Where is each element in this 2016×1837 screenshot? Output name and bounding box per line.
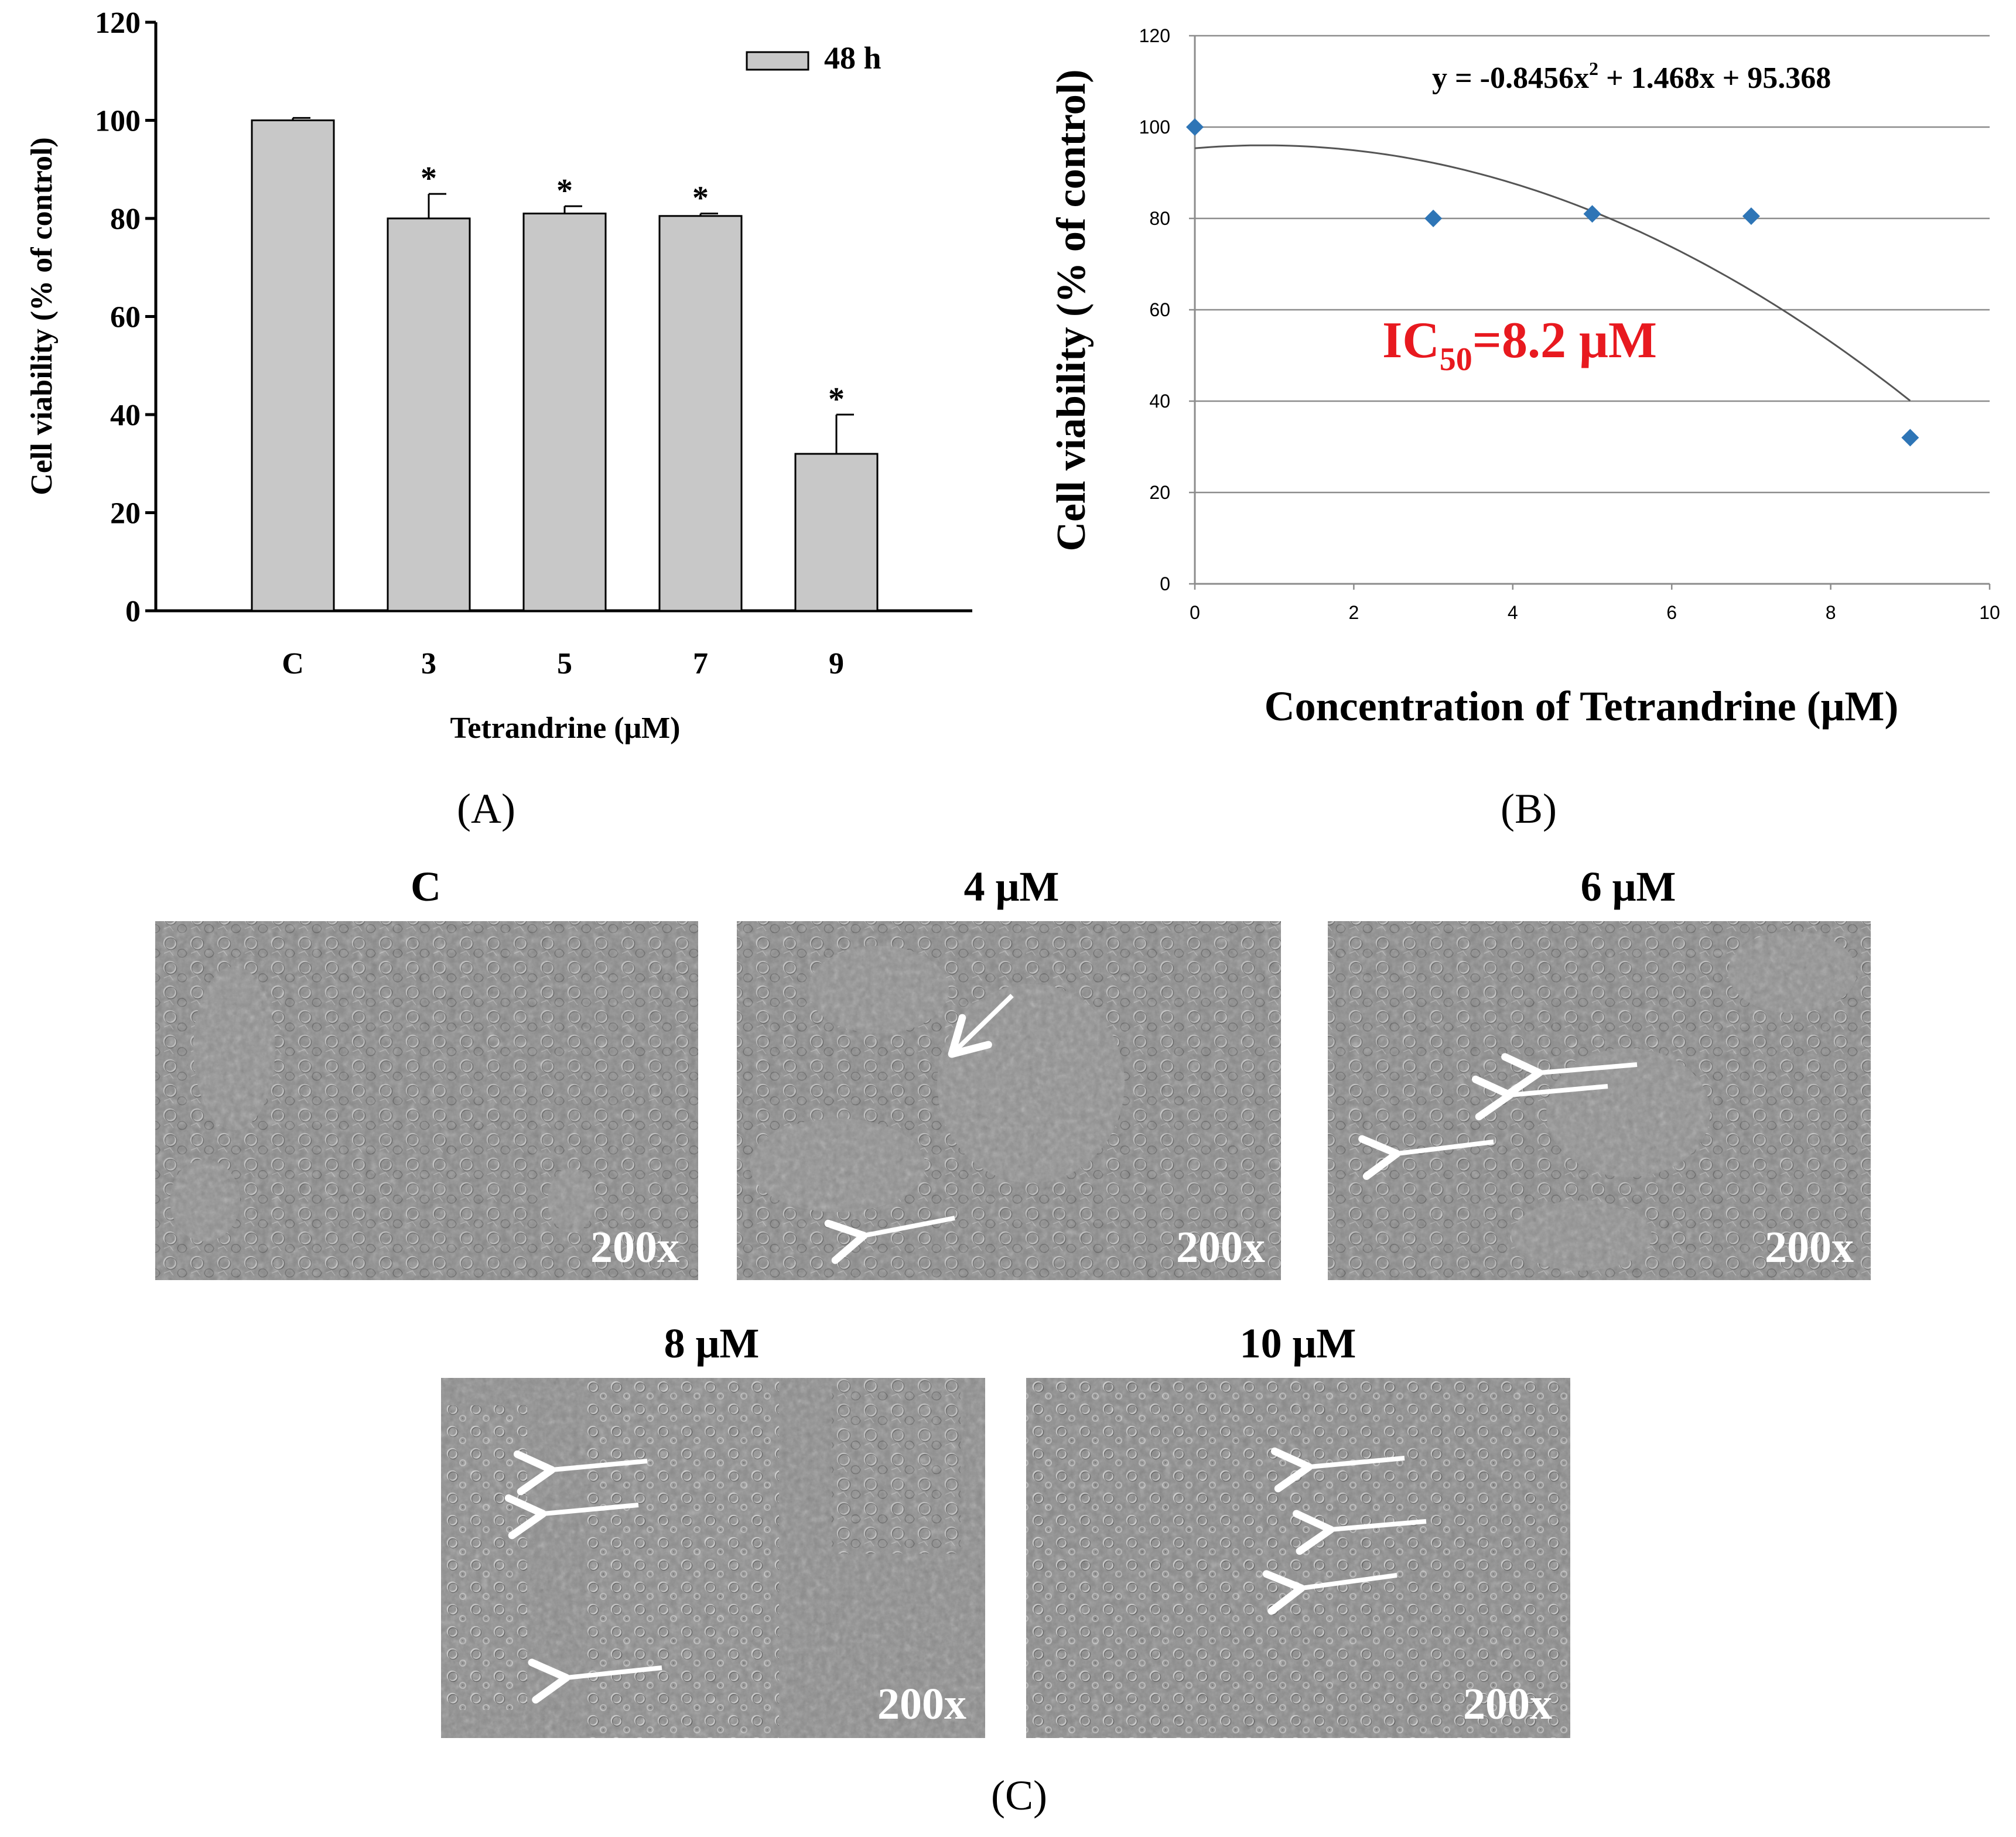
- arrow-icon: [1358, 1135, 1494, 1180]
- panel-a-legend-label: 48 h: [824, 40, 881, 76]
- panel-a-x-tick-label: 3: [421, 647, 436, 680]
- panel-a-bar: [794, 453, 879, 612]
- micrograph-title: 8 μM: [664, 1320, 760, 1367]
- panel-a-bar: [387, 217, 471, 612]
- arrow-icon: [824, 1216, 955, 1264]
- micrograph-8um: 8 μM 200x: [441, 1320, 985, 1738]
- panel-b-scatter-chart: 0 20 40 60 80 100 120 0 2 4 6 8 10 y = -0.8456x2 + 1…: [1049, 25, 2000, 832]
- panel-a-significance-mark: *: [828, 381, 845, 418]
- micrograph-title: 4 μM: [964, 863, 1060, 910]
- panel-a-bar-chart: 0 20 40 60 80 100 120 * * * * C 3 5 7 9 Cell viabilit…: [25, 6, 972, 832]
- magnification-label: 200x: [1176, 1223, 1265, 1272]
- panel-a-y-tick-label: 120: [95, 6, 141, 40]
- micrograph-4um: 4 μM 200x: [737, 863, 1281, 1280]
- panel-a-x-tick-label: 9: [829, 647, 844, 680]
- panel-a-y-tick-label: 60: [110, 301, 141, 334]
- panel-b-data-point: [1742, 207, 1760, 225]
- panel-a-bar: [522, 213, 607, 612]
- panel-b-x-tick-label: 0: [1190, 602, 1200, 623]
- panel-b-x-axis-title: Concentration of Tetrandrine (μM): [1265, 683, 1899, 730]
- panel-a-y-tick-label: 0: [125, 595, 141, 628]
- panel-b-y-tick-label: 20: [1149, 482, 1170, 503]
- micrograph-texture: [1026, 1378, 1570, 1738]
- panel-a-label: (A): [457, 785, 515, 832]
- panel-a-legend-swatch: [746, 51, 809, 71]
- panel-a-y-tick-label: 80: [110, 203, 141, 236]
- arrow-icon: [504, 1494, 639, 1540]
- panel-b-y-tick-label: 120: [1139, 25, 1170, 46]
- micrograph-title: 6 μM: [1581, 863, 1676, 910]
- magnification-label: 200x: [877, 1679, 966, 1729]
- micrograph-title: C: [411, 863, 441, 910]
- panel-b-ic50-annotation: IC50=8.2 μM: [1382, 312, 1657, 378]
- panel-b-x-tick-label: 10: [1979, 602, 2000, 623]
- panel-b-x-tick-label: 6: [1666, 602, 1677, 623]
- panel-a-x-tick-label: C: [282, 647, 304, 680]
- panel-a-significance-mark: *: [556, 173, 573, 209]
- panel-b-y-tick-label: 100: [1139, 117, 1170, 138]
- panel-b-data-point: [1583, 205, 1601, 223]
- panel-b-label: (B): [1501, 785, 1557, 832]
- panel-b-y-tick-label: 0: [1160, 573, 1170, 594]
- arrow-icon: [1293, 1510, 1427, 1555]
- arrow-icon: [513, 1450, 648, 1496]
- arrow-icon: [1501, 1053, 1638, 1098]
- micrograph-6um: 6 μM 200x: [1328, 863, 1871, 1280]
- panel-b-data-point: [1901, 429, 1919, 447]
- magnification-label: 200x: [590, 1223, 679, 1272]
- panel-a-significance-mark: *: [421, 160, 437, 197]
- arrow-icon: [1471, 1075, 1608, 1121]
- panel-b-y-tick-label: 80: [1149, 208, 1170, 229]
- panel-a-x-axis-title: Tetrandrine (μM): [450, 711, 681, 745]
- panel-b-data-point: [1186, 118, 1204, 136]
- panel-a-y-tick-label: 100: [95, 105, 141, 138]
- magnification-label: 200x: [1463, 1679, 1552, 1729]
- panel-b-trendline: [1194, 144, 1911, 402]
- micrograph-texture: [155, 921, 698, 1280]
- micrograph-texture: [1328, 921, 1871, 1280]
- micrograph-10um: 10 μM 200x: [1026, 1320, 1570, 1738]
- arrow-icon: [528, 1658, 662, 1704]
- panel-b-y-tick-label: 40: [1149, 391, 1170, 412]
- panel-c-label: (C): [991, 1772, 1047, 1819]
- arrow-icon: [948, 994, 1014, 1058]
- panel-b-x-tick-label: 2: [1349, 602, 1359, 623]
- panel-b-x-tick-label: 4: [1508, 602, 1518, 623]
- magnification-label: 200x: [1765, 1223, 1854, 1272]
- panel-a-y-tick-label: 20: [110, 497, 141, 531]
- panel-c-micrographs: C 200x 4 μM 200x 6 μM: [155, 863, 1871, 1819]
- micrograph-control: C 200x: [155, 863, 698, 1280]
- panel-a-y-axis-title: Cell viability (% of control): [25, 137, 59, 495]
- arrow-icon: [1270, 1447, 1405, 1493]
- panel-b-y-axis-title: Cell viability (% of control): [1049, 69, 1094, 551]
- panel-a-significance-mark: *: [692, 180, 709, 217]
- panel-a-x-tick-label: 5: [557, 647, 572, 680]
- panel-a-y-tick-label: 40: [110, 399, 141, 432]
- panel-b-data-point: [1424, 210, 1443, 227]
- micrograph-title: 10 μM: [1240, 1320, 1356, 1367]
- arrow-icon: [1262, 1570, 1397, 1615]
- panel-b-equation: y = -0.8456x2 + 1.468x + 95.368: [1432, 58, 1831, 95]
- panel-a-bar: [658, 215, 743, 612]
- panel-a-bar: [251, 119, 335, 612]
- panel-a-x-tick-label: 7: [693, 647, 708, 680]
- panel-b-x-tick-label: 8: [1826, 602, 1836, 623]
- panel-b-y-tick-label: 60: [1149, 299, 1170, 320]
